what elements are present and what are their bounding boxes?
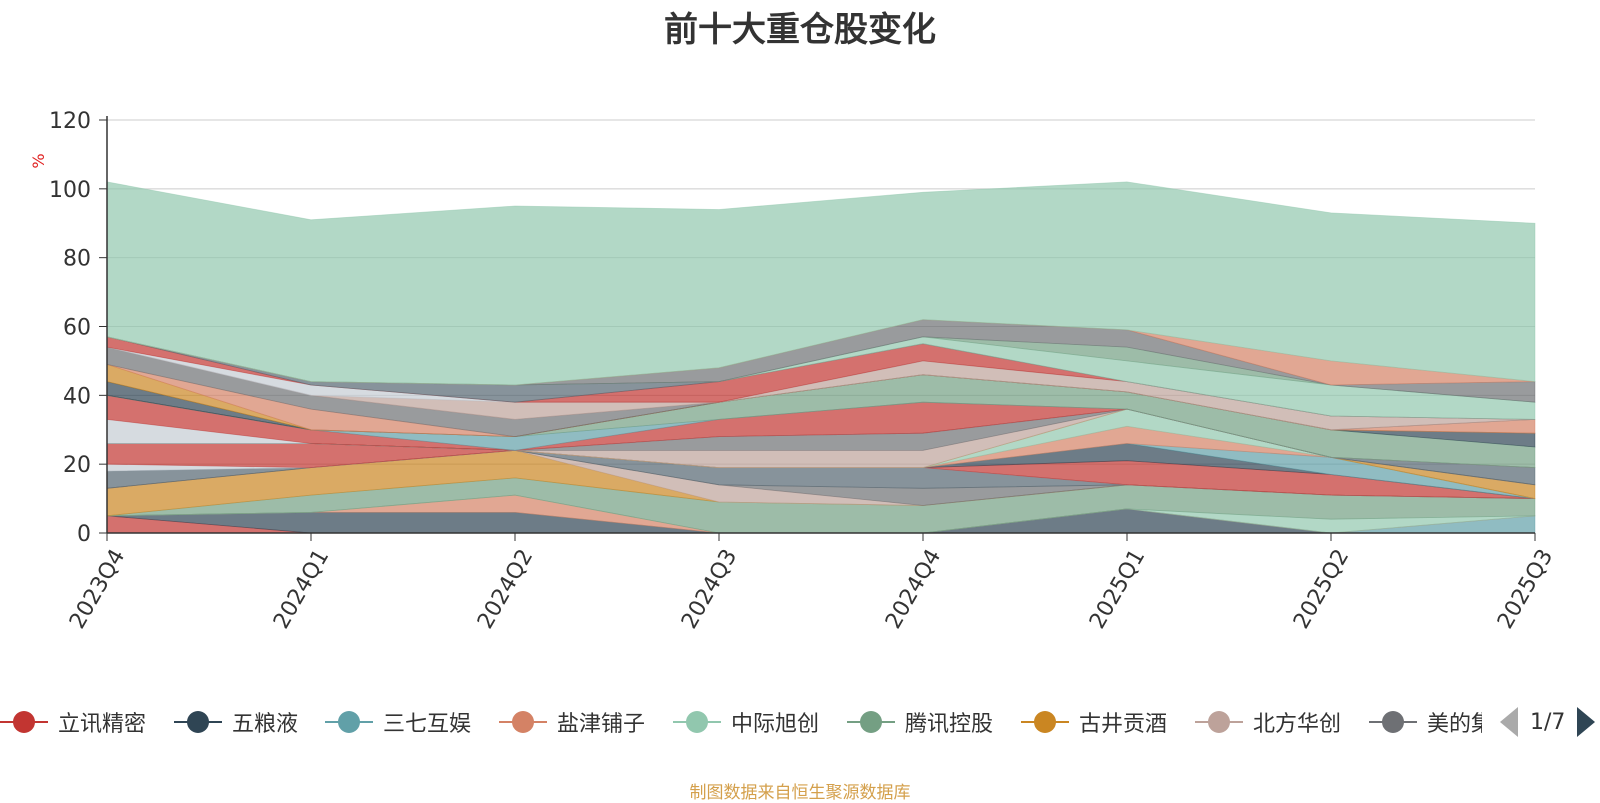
pager-next-icon[interactable] xyxy=(1577,707,1596,737)
x-tick-label: 2024Q2 xyxy=(473,545,538,633)
legend-label: 盐津铺子 xyxy=(557,712,646,737)
legend-item[interactable]: 盐津铺子 xyxy=(499,700,645,744)
legend-marker-icon xyxy=(174,700,222,744)
y-tick-label: 0 xyxy=(77,522,91,547)
legend-marker-icon xyxy=(1369,700,1417,744)
legend-item[interactable]: 五粮液 xyxy=(174,700,298,744)
legend-label: 五粮液 xyxy=(232,712,299,737)
legend-label: 古井贡酒 xyxy=(1079,712,1168,737)
y-axis-label: % xyxy=(29,153,48,168)
legend-marker-icon xyxy=(673,700,721,744)
legend-item[interactable]: 北方华创 xyxy=(1195,700,1341,744)
area-series-36 xyxy=(106,181,1536,386)
legend-label: 腾讯控股 xyxy=(905,712,994,737)
legend-marker-icon xyxy=(325,700,373,744)
x-tick-label: 2024Q1 xyxy=(269,545,334,633)
legend-label: 中际旭创 xyxy=(731,712,820,737)
legend-label: 美的集团 xyxy=(1427,712,1482,737)
y-tick-label: 120 xyxy=(49,109,91,134)
legend-label: 立讯精密 xyxy=(58,712,147,737)
x-tick-label: 2025Q2 xyxy=(1289,545,1354,633)
x-tick-label: 2024Q4 xyxy=(881,545,946,633)
x-tick-label: 2025Q1 xyxy=(1085,545,1150,633)
legend-items: 立讯精密 五粮液 三七互娱 盐津铺子 中际旭创 腾讯控股 古井贡酒 北方华创 美的集团 xyxy=(0,700,1482,744)
legend-item[interactable]: 美的集团 xyxy=(1369,700,1482,744)
pager-text: 1/7 xyxy=(1530,709,1566,735)
chart-title: 前十大重仓股变化 xyxy=(664,10,936,50)
legend-item[interactable]: 立讯精密 xyxy=(0,700,146,744)
legend-marker-icon xyxy=(1195,700,1243,744)
y-tick-label: 100 xyxy=(49,178,91,203)
legend-marker-icon xyxy=(0,700,48,744)
y-tick-label: 80 xyxy=(63,247,91,272)
legend-label: 三七互娱 xyxy=(383,712,472,737)
x-tick-label: 2025Q3 xyxy=(1493,545,1558,633)
legend-marker-icon xyxy=(499,700,547,744)
y-tick-label: 60 xyxy=(63,316,91,341)
legend-item[interactable]: 三七互娱 xyxy=(325,700,471,744)
legend-marker-icon xyxy=(1021,700,1069,744)
legend-item[interactable]: 中际旭创 xyxy=(673,700,819,744)
y-tick-label: 40 xyxy=(63,384,91,409)
footer-note: 制图数据来自恒生聚源数据库 xyxy=(689,783,911,803)
legend: 立讯精密 五粮液 三七互娱 盐津铺子 中际旭创 腾讯控股 古井贡酒 北方华创 美的集团 1/7 xyxy=(0,700,1600,744)
legend-item[interactable]: 古井贡酒 xyxy=(1021,700,1167,744)
x-tick-label: 2023Q4 xyxy=(65,545,130,633)
legend-marker-icon xyxy=(847,700,895,744)
legend-label: 北方华创 xyxy=(1253,712,1342,737)
legend-pager: 1/7 xyxy=(1500,700,1596,744)
pager-prev-icon[interactable] xyxy=(1500,707,1518,737)
x-tick-label: 2024Q3 xyxy=(677,545,742,633)
stacked-area-chart: 0 20 40 60 80 100 120% 2023Q4 2024Q1 2024Q2 2024Q3… xyxy=(29,109,1558,633)
area-series xyxy=(106,181,1536,534)
y-tick-label: 20 xyxy=(63,453,91,478)
legend-item[interactable]: 腾讯控股 xyxy=(847,700,993,744)
